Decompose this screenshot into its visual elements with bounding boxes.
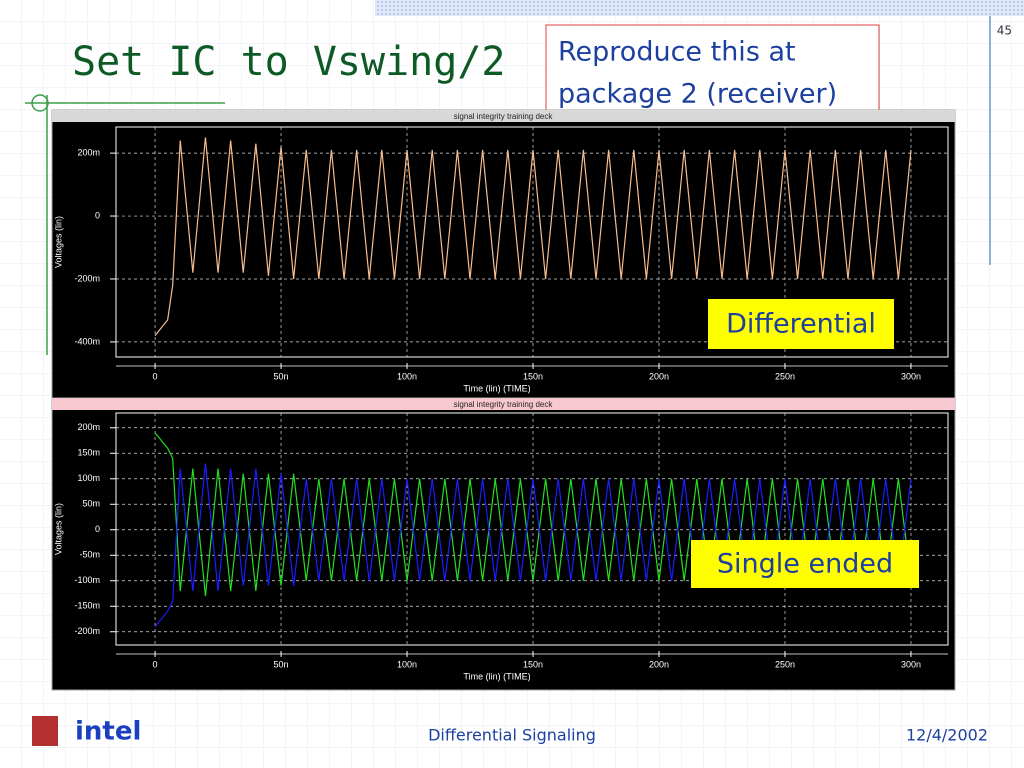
y-tick-label: 100m [77,473,100,483]
x-tick-label: 150n [523,371,543,381]
signal-line [154,137,912,336]
y-tick-label: 200m [77,147,100,157]
chart-title: signal integrity training deck [454,112,554,121]
y-tick-label: 0 [95,524,100,534]
note-line: Reproduce this at [558,37,796,68]
x-tick-label: 200n [649,659,669,669]
annotation-box [691,540,919,588]
y-tick-label: 200m [77,422,100,432]
y-tick-label: -150m [74,601,100,611]
annotation: Differential [726,309,876,340]
panel-strip [52,110,955,122]
x-tick-label: 50n [274,371,289,381]
x-tick-label: 100n [397,371,417,381]
logo: intel [75,717,141,747]
y-tick-label: -50m [79,550,100,560]
y-tick-label: 50m [82,499,100,509]
y-tick-label: 0 [95,210,100,220]
page-number: 45 [997,24,1012,38]
x-axis-label: Time (lin) (TIME) [463,383,530,393]
x-tick-label: 100n [397,659,417,669]
y-tick-label: -200m [74,273,100,283]
note-box [545,24,880,120]
x-tick-label: 200n [649,371,669,381]
slide-title: Set IC to Vswing/2 [72,39,505,85]
y-axis-label: Voltages (lin) [53,503,63,555]
plot-area [115,412,949,646]
logo-emblem [32,716,58,746]
date: 12/4/2002 [906,726,988,745]
y-axis-label: Voltages (lin) [53,216,63,268]
top-band [375,0,1024,16]
x-tick-label: 0 [153,371,158,381]
x-tick-label: 300n [901,659,921,669]
rule-ornament [31,94,49,112]
x-tick-label: 250n [775,371,795,381]
y-tick-label: -200m [74,626,100,636]
x-tick-label: 150n [523,659,543,669]
x-axis-label: Time (lin) (TIME) [463,671,530,681]
x-tick-label: 50n [274,659,289,669]
chart-title: signal integrity training deck [454,400,554,409]
x-tick-label: 300n [901,371,921,381]
signal-line [154,463,912,628]
y-tick-label: -100m [74,575,100,585]
x-tick-label: 250n [775,659,795,669]
panel-strip [52,398,955,410]
charts: signal integrity training deck 200m 0 -200m… [51,109,956,691]
y-tick-label: 150m [77,448,100,458]
note-line: package 2 (receiver) [558,79,837,110]
annotation-box [708,299,894,349]
annotation: Single ended [717,549,893,580]
footer: Differential Signaling [428,726,596,745]
x-tick-label: 0 [153,659,158,669]
y-tick-label: -400m [74,336,100,346]
